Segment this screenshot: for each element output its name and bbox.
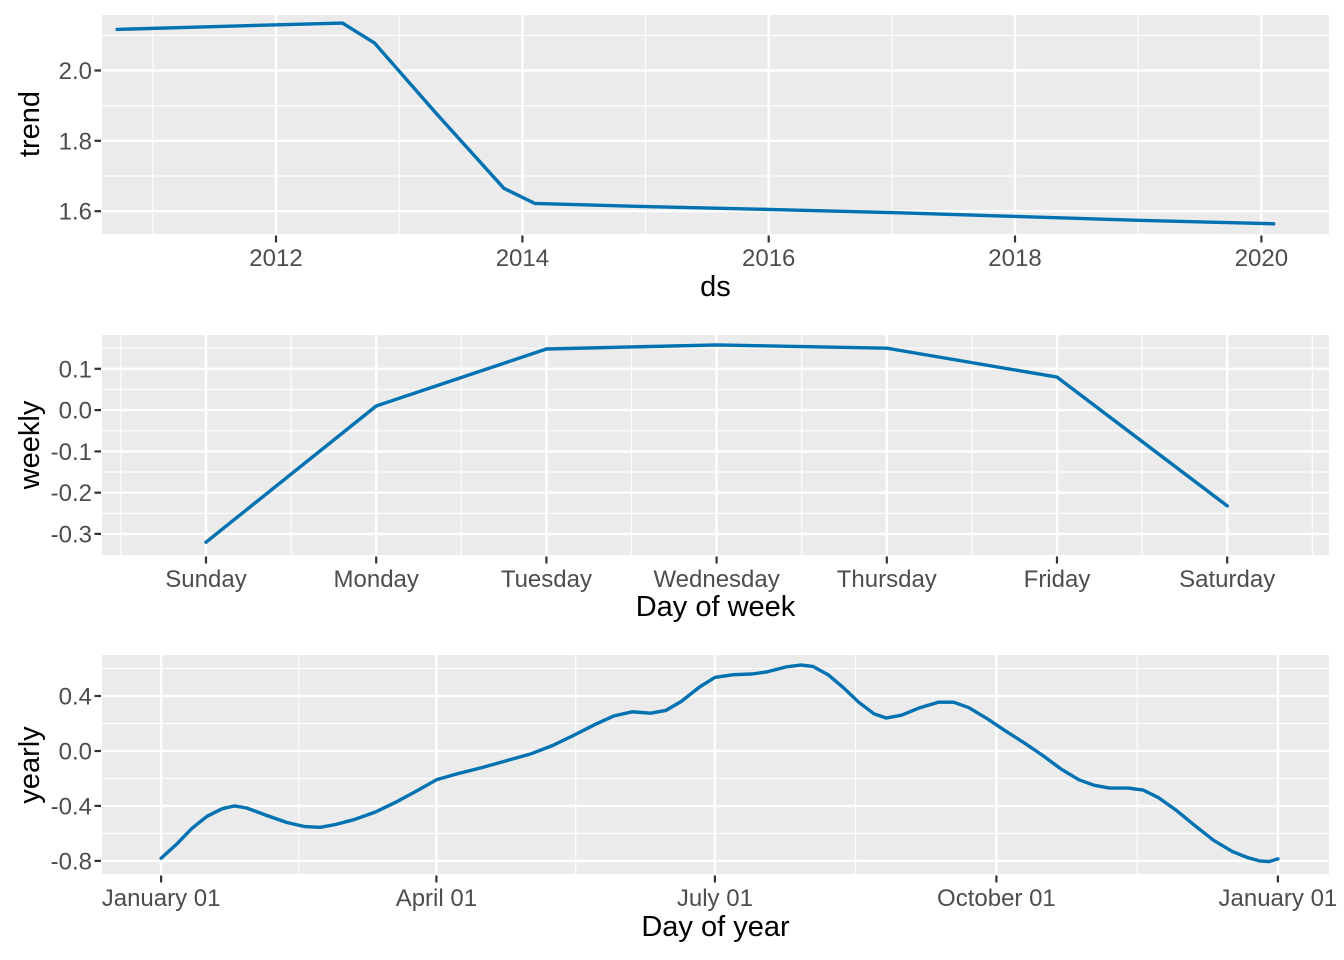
trend-y-axis-title: trend: [14, 90, 46, 158]
y-tick-label: -0.8: [51, 848, 92, 875]
trend-x-axis-title: ds: [700, 271, 731, 303]
weekly-y-axis-title: weekly: [14, 400, 46, 490]
x-tick-label: 2012: [249, 245, 302, 272]
panel-yearly: January 01 April 01 July 01 October 01 Janua…: [51, 655, 1338, 912]
x-tick-label: October 01: [937, 885, 1056, 912]
x-tick-label: Monday: [334, 566, 419, 593]
panel-trend: 2012 2014 2016 2018 2020 1.6 1.8 2.0: [59, 15, 1329, 272]
y-tick-label: -0.4: [51, 793, 92, 820]
y-tick-label: 0.1: [59, 356, 92, 383]
y-tick-label: 0.0: [59, 739, 92, 766]
x-tick-label: January 01: [1219, 885, 1338, 912]
panel-weekly: Sunday Monday Tuesday Wednesday Thursday Frid…: [51, 335, 1329, 593]
panel-background: [102, 15, 1329, 234]
yearly-line: [159, 663, 1280, 864]
x-tick-label: Tuesday: [501, 566, 592, 593]
x-tick-label: July 01: [677, 885, 753, 912]
x-tick-label: Friday: [1024, 566, 1091, 593]
yearly-y-axis-title: yearly: [14, 726, 46, 804]
x-tick-label: April 01: [396, 885, 477, 912]
y-tick-label: -0.2: [51, 480, 92, 507]
y-tick-label: 2.0: [59, 58, 92, 85]
x-tick-label: Thursday: [837, 566, 937, 593]
yearly-x-axis-title: Day of year: [641, 911, 790, 943]
x-tick-label: 2014: [496, 245, 549, 272]
y-tick-label: 0.0: [59, 398, 92, 425]
x-tick-label: Sunday: [165, 566, 246, 593]
y-tick-label: -0.1: [51, 439, 92, 466]
trend-line: [115, 21, 1276, 226]
x-tick-label: Wednesday: [653, 566, 779, 593]
y-tick-label: 1.6: [59, 199, 92, 226]
y-tick-label: -0.3: [51, 521, 92, 548]
x-tick-label: Saturday: [1179, 566, 1275, 593]
x-tick-label: 2020: [1235, 245, 1288, 272]
x-tick-label: 2018: [988, 245, 1041, 272]
y-tick-label: 0.4: [59, 684, 92, 711]
x-tick-label: January 01: [102, 885, 221, 912]
x-tick-label: 2016: [742, 245, 795, 272]
y-tick-label: 1.8: [59, 128, 92, 155]
weekly-x-axis-title: Day of week: [635, 591, 796, 623]
weekly-line: [204, 343, 1229, 544]
